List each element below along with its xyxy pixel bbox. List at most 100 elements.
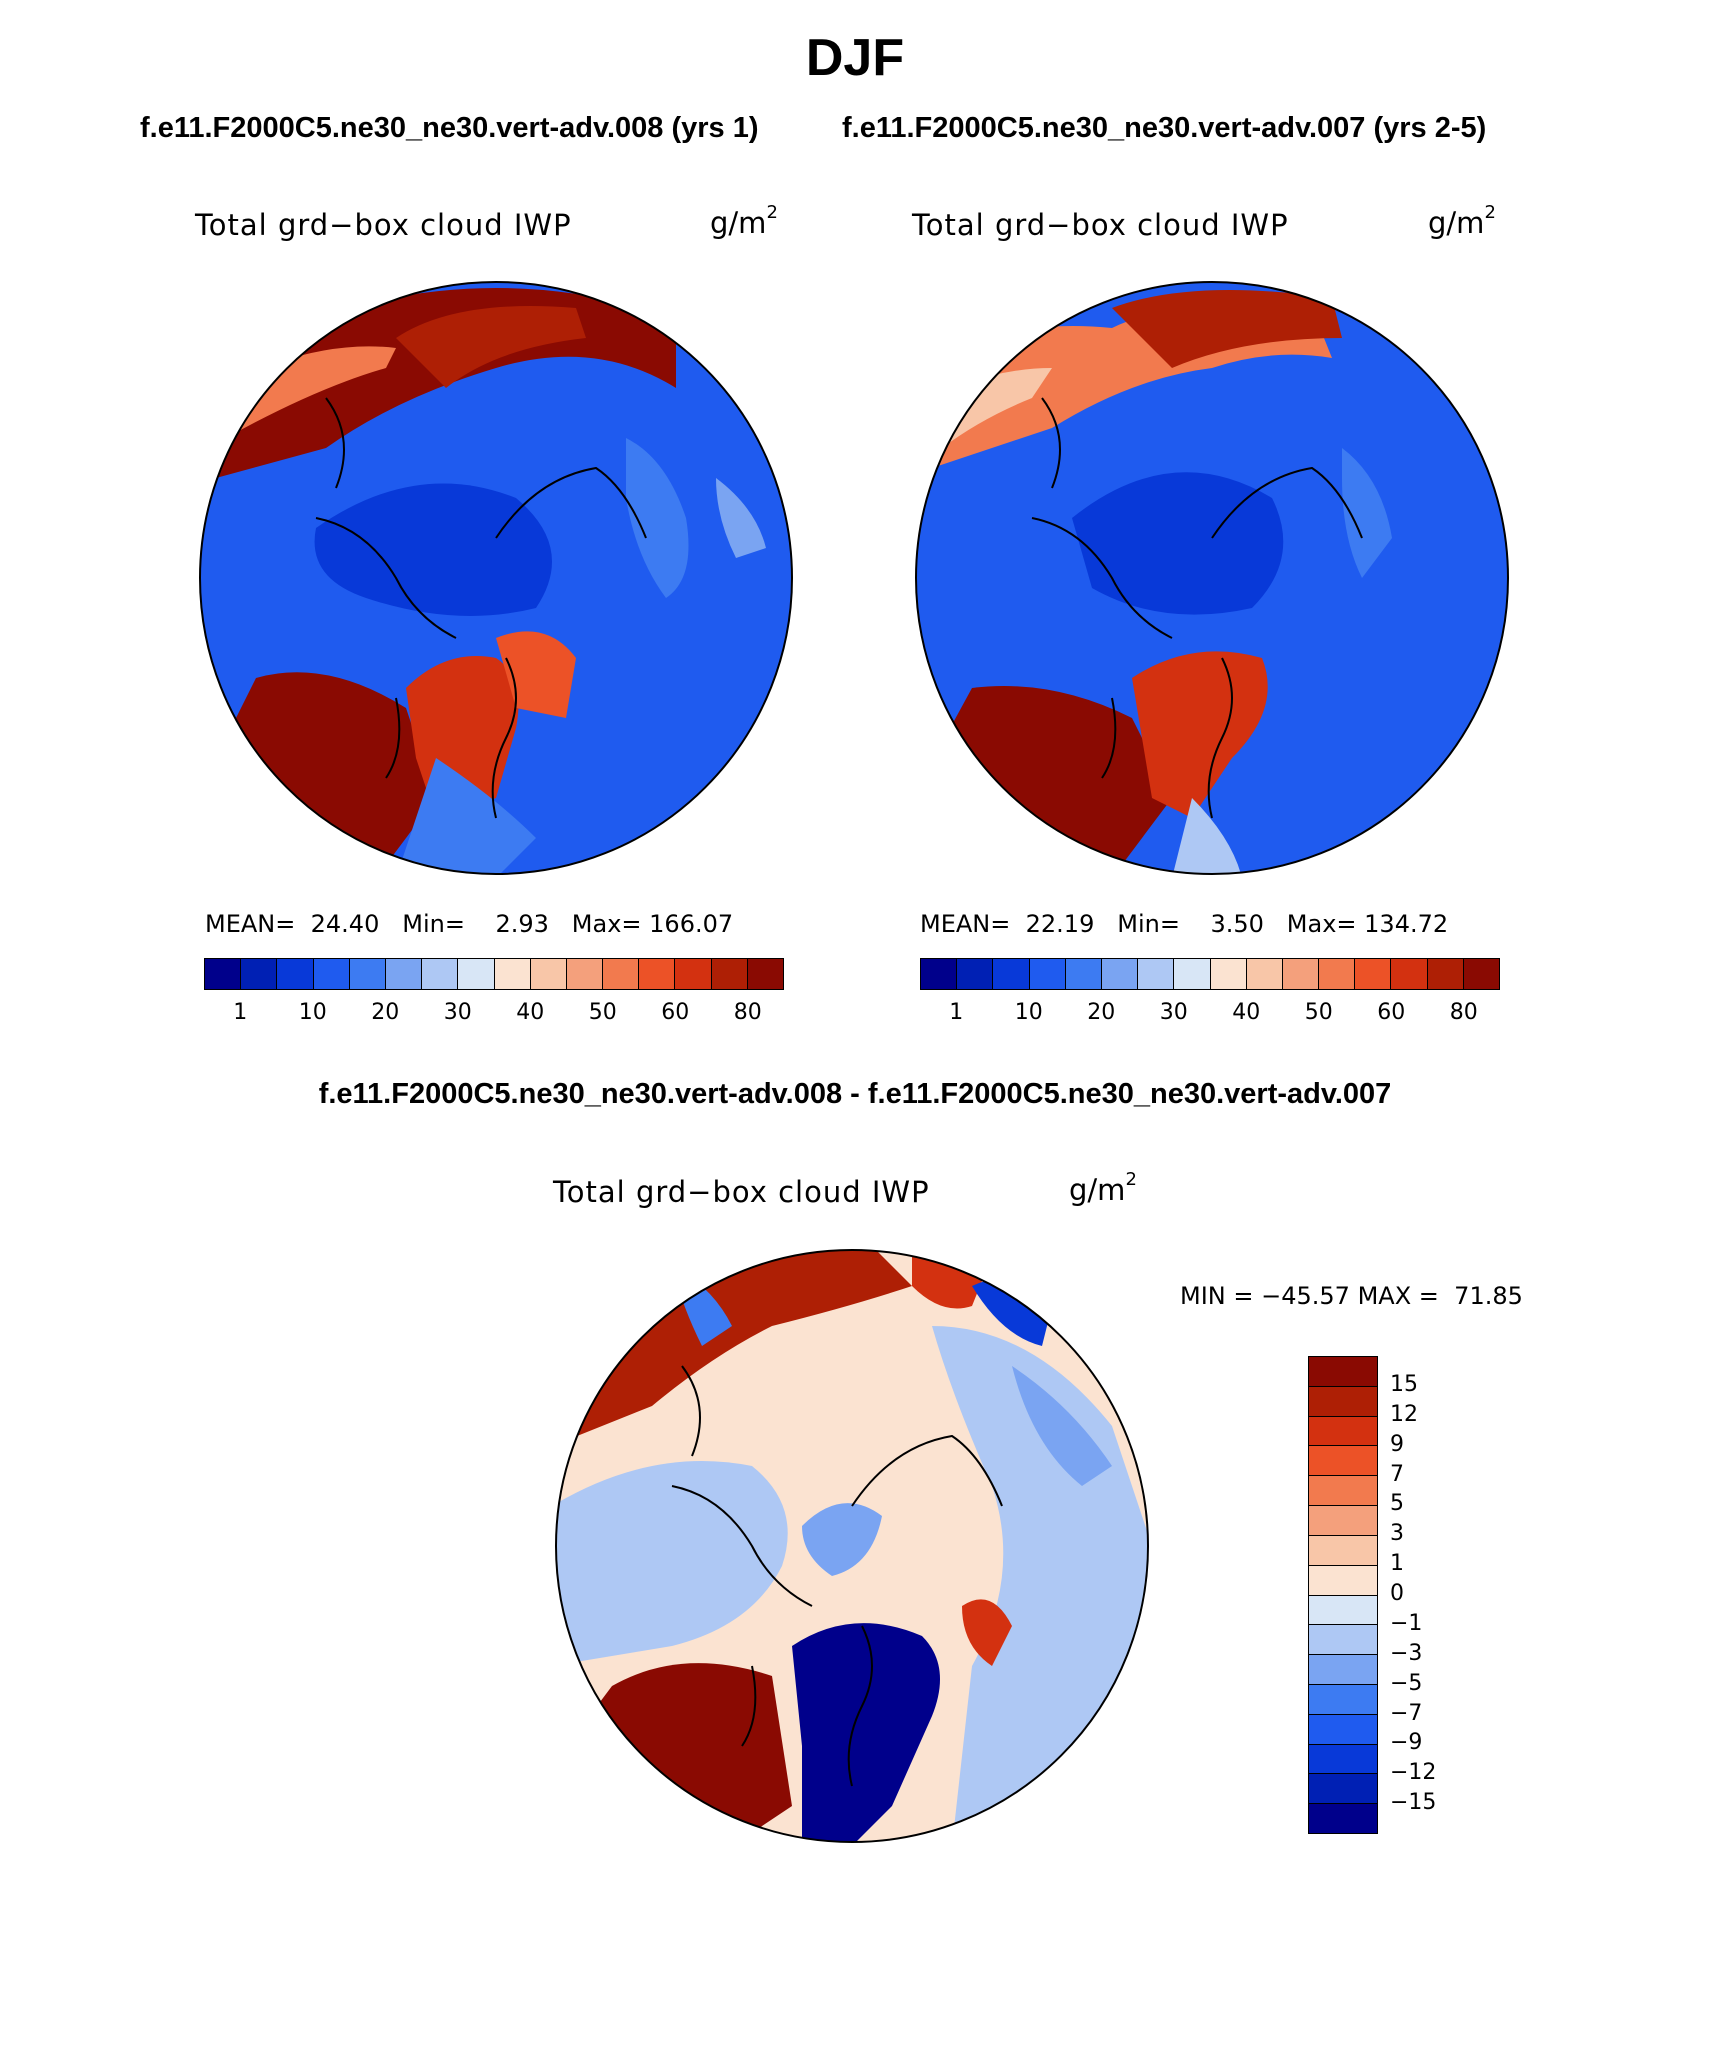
panel-left-coastlines <box>315 397 647 819</box>
panel-right-region-siberia-light-blue <box>1342 448 1392 578</box>
colorbar-swatch-9 <box>530 959 567 989</box>
colorbar-tick-label: 50 <box>588 1000 617 1025</box>
diff-colorbar-tick-label: 0 <box>1390 1581 1404 1606</box>
colorbar-swatch-11 <box>1319 959 1356 989</box>
diff-colorbar-tick-label: −9 <box>1390 1730 1423 1756</box>
panel-diff-stats: MIN = −45.57 MAX = 71.85 <box>1180 1282 1523 1310</box>
panel-right-stats: MEAN= 22.19 Min= 3.50 Max= 134.72 <box>920 910 1449 938</box>
colorbar-swatch-14 <box>711 959 748 989</box>
colorbar-swatch-10 <box>566 959 604 989</box>
colorbar-tick-label: 60 <box>1377 1000 1406 1025</box>
colorbar-tick-label: 10 <box>298 1000 327 1025</box>
diff-title: f.e11.F2000C5.ne30_ne30.vert-adv.008 - f… <box>318 1078 1392 1110</box>
colorbar-swatch-1 <box>241 959 278 989</box>
colorbar-swatch-5 <box>385 959 423 989</box>
diff-colorbar-swatch-1 <box>1309 1386 1377 1417</box>
panel-diff-region-canada-light-blue <box>556 1461 788 1666</box>
diff-colorbar-swatch-8 <box>1309 1595 1377 1626</box>
colorbar-swatch-0 <box>921 959 958 989</box>
diff-colorbar-tick-label: −5 <box>1390 1670 1423 1696</box>
colorbar-tick-label: 40 <box>1232 1000 1261 1025</box>
colorbar-tick-label: 20 <box>1087 1000 1116 1025</box>
colorbar-swatch-4 <box>1065 959 1102 989</box>
colorbar-swatch-8 <box>494 959 531 989</box>
panel-left-colorbar-ticks: 1 10 20 30 40 50 60 80 <box>204 1000 784 1030</box>
panel-right-units: g/m2 <box>1428 202 1496 240</box>
panel-diff-region-east-siberia-blue <box>1012 1366 1112 1486</box>
panel-right-region-aleutian-high <box>1112 290 1342 368</box>
colorbar-swatch-6 <box>422 959 459 989</box>
colorbar-swatch-12 <box>639 959 676 989</box>
panel-diff-polar-map <box>555 1249 1149 1843</box>
diff-colorbar-tick-label: 3 <box>1390 1521 1404 1547</box>
diff-colorbar-swatch-2 <box>1309 1416 1377 1447</box>
panel-left-units: g/m2 <box>710 202 778 240</box>
panel-right-region-europe-light <box>1172 798 1242 874</box>
colorbar-swatch-14 <box>1427 959 1464 989</box>
panel-right-colorbar <box>920 958 1500 990</box>
colorbar-tick-label: 80 <box>1449 1000 1478 1025</box>
panel-diff-colorbar <box>1308 1356 1378 1834</box>
colorbar-tick-label: 30 <box>1159 1000 1188 1025</box>
diff-colorbar-tick-label: −15 <box>1390 1790 1437 1816</box>
diff-colorbar-swatch-14 <box>1309 1774 1377 1805</box>
panel-left-region-europe-blue <box>396 758 536 874</box>
diff-colorbar-swatch-0 <box>1309 1357 1377 1387</box>
colorbar-tick-label: 1 <box>233 1000 248 1025</box>
diff-colorbar-tick-label: 1 <box>1390 1551 1404 1577</box>
colorbar-swatch-2 <box>993 959 1030 989</box>
colorbar-swatch-10 <box>1282 959 1320 989</box>
colorbar-swatch-7 <box>458 959 495 989</box>
diff-colorbar-swatch-5 <box>1309 1506 1377 1536</box>
diff-colorbar-tick-label: 15 <box>1390 1371 1418 1397</box>
colorbar-swatch-13 <box>675 959 712 989</box>
panel-diff-colorbar-ticks: 15 12 9 7 5 3 1 0 −1 −3 −5 −7 −9 −12 −15 <box>1390 1356 1470 1834</box>
colorbar-tick-label: 20 <box>371 1000 400 1025</box>
panel-right-region-nordic-seas-high <box>1132 651 1268 818</box>
diff-colorbar-swatch-15 <box>1309 1804 1377 1833</box>
panel-right-polar-map <box>915 281 1509 875</box>
colorbar-swatch-3 <box>1029 959 1066 989</box>
panel-right-coastlines <box>1031 397 1363 819</box>
diff-colorbar-swatch-10 <box>1309 1655 1377 1685</box>
colorbar-tick-label: 80 <box>733 1000 762 1025</box>
colorbar-swatch-3 <box>313 959 350 989</box>
panel-diff-units: g/m2 <box>1069 1169 1137 1207</box>
diff-colorbar-swatch-11 <box>1309 1684 1377 1715</box>
main-title: DJF <box>805 29 905 87</box>
panel-left-region-arctic-low <box>314 483 552 616</box>
panel-diff-region-barents-positive <box>962 1599 1012 1666</box>
panel-right-region-arctic-low <box>1072 472 1284 615</box>
panel-left-variable-label: Total grd−box cloud IWP <box>195 208 572 242</box>
colorbar-swatch-7 <box>1174 959 1211 989</box>
panel-right-colorbar-ticks: 1 10 20 30 40 50 60 80 <box>920 1000 1500 1030</box>
diff-colorbar-swatch-13 <box>1309 1744 1377 1775</box>
diff-colorbar-swatch-12 <box>1309 1714 1377 1745</box>
panel-left-region-aleutian-high <box>396 306 586 388</box>
colorbar-swatch-2 <box>277 959 314 989</box>
panel-left-region-east-siberia-light <box>716 478 766 558</box>
diff-colorbar-tick-label: −1 <box>1390 1610 1423 1636</box>
colorbar-swatch-15 <box>747 959 783 989</box>
diff-colorbar-tick-label: 12 <box>1390 1401 1418 1427</box>
panel-left-polar-map <box>199 281 793 875</box>
panel-diff-region-greenland-blue <box>802 1503 882 1576</box>
diff-colorbar-tick-label: 7 <box>1390 1461 1404 1487</box>
colorbar-swatch-0 <box>205 959 242 989</box>
diff-colorbar-tick-label: −12 <box>1390 1760 1437 1786</box>
colorbar-tick-label: 30 <box>443 1000 472 1025</box>
panel-diff-coastlines <box>671 1365 1003 1787</box>
diff-colorbar-swatch-9 <box>1309 1625 1377 1656</box>
diff-colorbar-swatch-3 <box>1309 1446 1377 1477</box>
colorbar-tick-label: 10 <box>1014 1000 1043 1025</box>
panel-left-region-siberia-light-blue <box>626 438 689 598</box>
panel-left-colorbar <box>204 958 784 990</box>
subtitle-left-case: f.e11.F2000C5.ne30_ne30.vert-adv.008 (yr… <box>140 112 759 144</box>
panel-diff-variable-label: Total grd−box cloud IWP <box>553 1175 930 1209</box>
colorbar-swatch-1 <box>957 959 994 989</box>
colorbar-tick-label: 40 <box>516 1000 545 1025</box>
panel-right-variable-label: Total grd−box cloud IWP <box>912 208 1289 242</box>
colorbar-swatch-9 <box>1246 959 1283 989</box>
colorbar-swatch-4 <box>349 959 386 989</box>
colorbar-swatch-8 <box>1210 959 1247 989</box>
